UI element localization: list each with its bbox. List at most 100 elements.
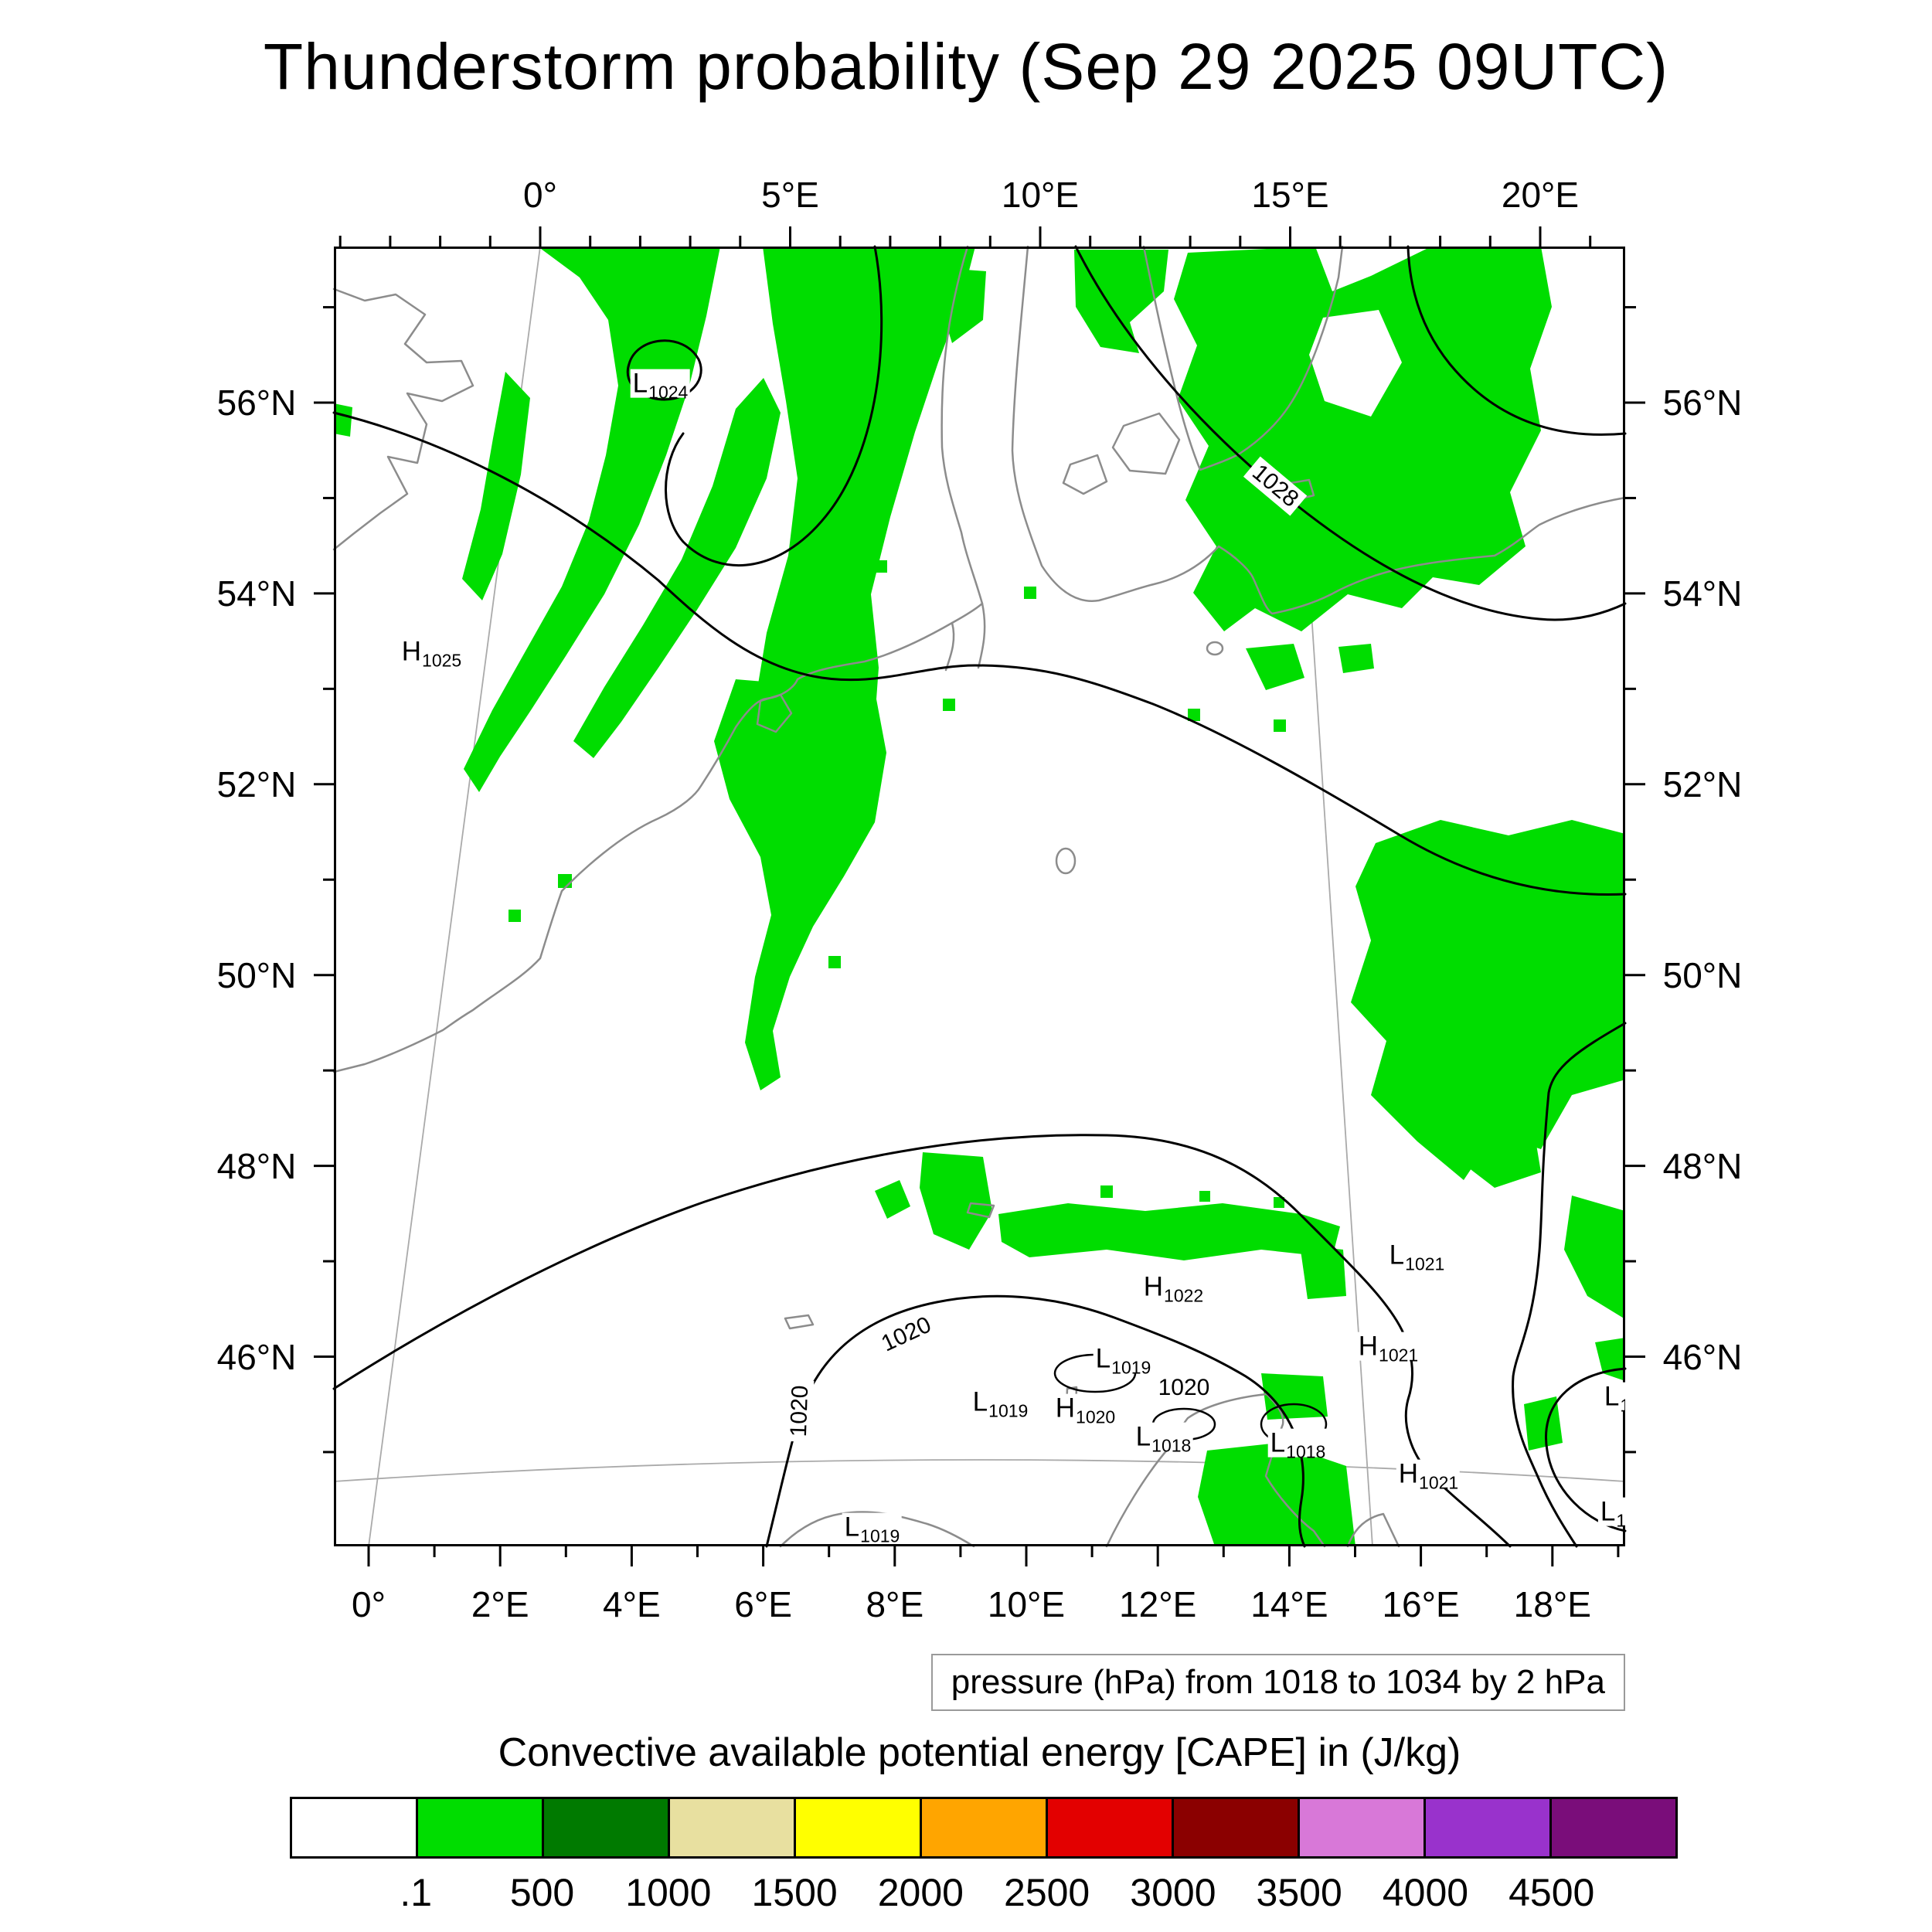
colorbar-tick-label: 1000	[625, 1871, 712, 1914]
isobar-contour	[1512, 1022, 1627, 1548]
colorbar-cell	[1298, 1797, 1426, 1859]
cape-region	[998, 1203, 1340, 1260]
cape-speckle	[1024, 587, 1036, 599]
isobar-contour	[665, 245, 883, 566]
cape-region	[875, 1180, 910, 1219]
bottom-axis-label: 0°	[352, 1584, 386, 1624]
colorbar-cell	[542, 1797, 670, 1859]
colorbar-tick-label: 3000	[1130, 1871, 1216, 1914]
colorbar-cell	[290, 1797, 418, 1859]
isobar-contour-1028	[1074, 245, 1627, 621]
bottom-axis-label: 14°E	[1250, 1584, 1328, 1624]
map-area: L1024 H1025 L1021 H1022 H1021 L1019 L1019 H1020…	[314, 226, 1645, 1566]
cape-region	[1440, 1094, 1541, 1188]
cape-colorbar-labels: .1 500 1000 1500 2000 2500 3000 3500 4000 4500	[290, 1870, 1678, 1920]
cape-speckle	[1100, 1185, 1113, 1198]
bottom-axis-label: 8°E	[866, 1584, 924, 1624]
coastline-northsea	[560, 245, 984, 893]
cape-region	[941, 268, 986, 343]
cape-speckle	[558, 874, 572, 888]
coastline-england	[332, 287, 474, 551]
cape-region	[1564, 1196, 1625, 1319]
cape-colorbar	[290, 1797, 1678, 1859]
top-axis-label: 5°E	[761, 175, 819, 215]
coastline-adriatic	[1105, 1393, 1326, 1548]
legend-title: Convective available potential energy [C…	[498, 1730, 1461, 1775]
right-axis-label: 48°N	[1662, 1145, 1743, 1186]
coastline-baltic	[1011, 245, 1627, 615]
isobar-contour	[332, 1134, 1512, 1548]
left-axis-label: 50°N	[216, 954, 297, 995]
colorbar-cell	[920, 1797, 1048, 1859]
isobar-contour	[1406, 245, 1627, 436]
right-axis-label: 46°N	[1662, 1336, 1743, 1377]
cape-region	[1524, 1396, 1563, 1451]
coastlines	[332, 245, 1627, 1548]
axis-ticks	[314, 226, 1645, 1566]
coastline-liguria	[779, 1511, 975, 1548]
river-weser	[944, 621, 955, 672]
lake-constance	[966, 1202, 995, 1219]
pressure-caption: pressure (hPa) from 1018 to 1034 by 2 hP…	[930, 1654, 1625, 1711]
bottom-axis-label: 2°E	[471, 1584, 529, 1624]
cape-speckle	[1199, 1191, 1210, 1202]
left-axis-label: 46°N	[216, 1336, 297, 1377]
cape-speckle	[509, 910, 521, 922]
left-axis-label: 48°N	[216, 1145, 297, 1186]
river-elbe	[977, 602, 986, 669]
lake-detail	[1206, 641, 1224, 656]
coastline-france	[332, 889, 563, 1073]
cape-region	[1351, 820, 1625, 1180]
right-axis-label: 50°N	[1662, 954, 1743, 995]
cape-region	[573, 378, 781, 758]
colorbar-tick-label: 1500	[751, 1871, 838, 1914]
coastline-ijsselmeer	[756, 693, 793, 733]
colorbar-tick-label: 4500	[1509, 1871, 1595, 1914]
cape-regions	[334, 247, 1625, 1546]
colorbar-cell	[1549, 1797, 1678, 1859]
lake-detail	[1055, 847, 1077, 875]
isobar-closed-low	[1053, 1353, 1137, 1393]
lake-garda	[1065, 1386, 1078, 1410]
coastline-zealand	[1111, 412, 1181, 475]
colorbar-tick-label: 3500	[1256, 1871, 1342, 1914]
colorbar-tick-label: 2500	[1004, 1871, 1090, 1914]
cape-region	[1300, 1245, 1346, 1299]
bottom-axis-label: 6°E	[734, 1584, 792, 1624]
top-axis-label: 15°E	[1251, 175, 1329, 215]
right-axis-label: 52°N	[1662, 764, 1743, 804]
left-axis-label: 54°N	[216, 573, 297, 614]
colorbar-cell	[1046, 1797, 1174, 1859]
cape-region	[1198, 1443, 1355, 1546]
lake-geneva	[784, 1314, 815, 1330]
colorbar-cell	[416, 1797, 544, 1859]
map-frame	[334, 247, 1625, 1546]
coastline-croatia	[1346, 1512, 1400, 1548]
colorbar-tick-label: 4000	[1382, 1871, 1469, 1914]
colorbar-tick-label: 500	[509, 1871, 575, 1914]
cape-region	[1246, 644, 1304, 690]
cape-region	[1595, 1338, 1625, 1381]
left-axis-label: 52°N	[216, 764, 297, 804]
cape-speckle	[1188, 709, 1200, 721]
cape-speckle	[1274, 719, 1286, 732]
top-axis-label: 10°E	[1001, 175, 1080, 215]
coastline-sweden	[1142, 245, 1344, 471]
left-axis-label: 56°N	[216, 383, 297, 423]
cape-speckle	[943, 699, 955, 711]
cape-region	[1338, 644, 1374, 673]
bottom-axis-label: 16°E	[1382, 1584, 1460, 1624]
colorbar-cell	[1172, 1797, 1300, 1859]
page-title: Thunderstorm probability (Sep 29 2025 09…	[263, 30, 1669, 103]
top-axis-label: 0°	[523, 175, 557, 215]
cape-region	[1174, 247, 1552, 631]
cape-region	[1074, 250, 1168, 353]
cape-speckle	[875, 560, 887, 573]
isobar-contour	[1545, 1367, 1627, 1532]
top-axis-label: 20°E	[1501, 175, 1580, 215]
cape-region	[334, 403, 352, 437]
map-canvas	[314, 226, 1645, 1566]
cape-region	[462, 372, 530, 600]
colorbar-cell	[1423, 1797, 1552, 1859]
cape-speckle	[828, 956, 841, 968]
